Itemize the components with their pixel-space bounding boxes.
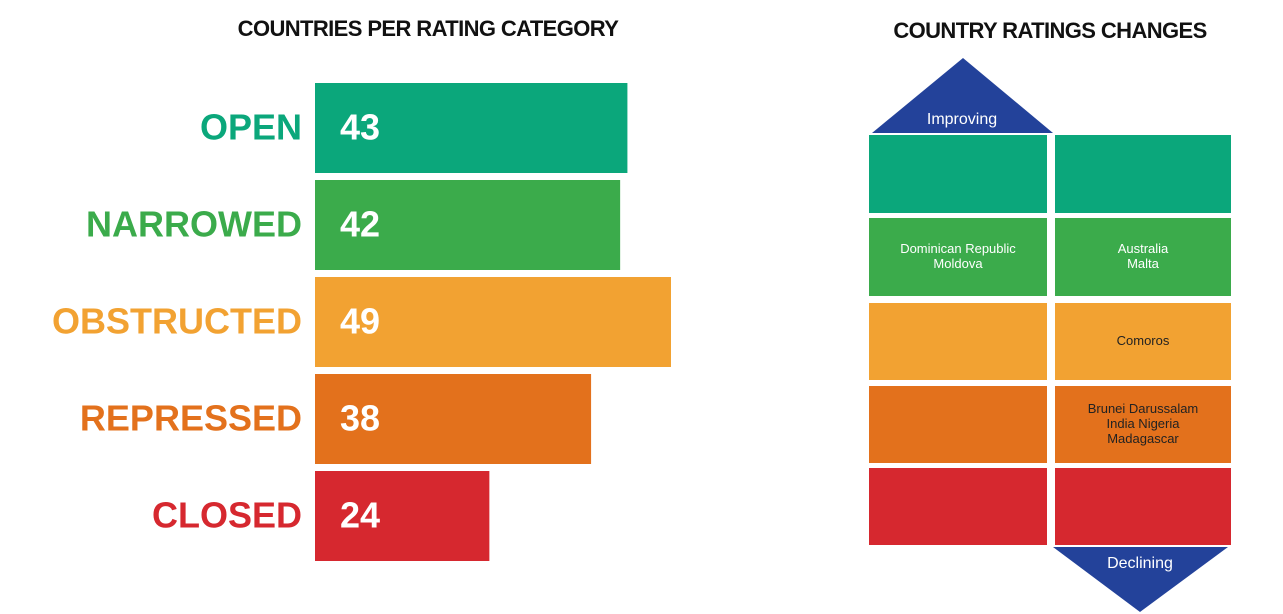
cell [1055, 386, 1231, 463]
bar [315, 277, 671, 367]
country-name: Madagascar [1107, 431, 1179, 446]
cell [1055, 468, 1231, 545]
country-name: Moldova [933, 256, 983, 271]
declining-arrow [1053, 547, 1228, 612]
bar [315, 180, 621, 270]
value-label: 42 [340, 204, 380, 245]
bar [315, 471, 490, 561]
country-name: Comoros [1117, 333, 1170, 348]
value-label: 43 [340, 107, 380, 148]
value-label: 49 [340, 301, 380, 342]
value-label: 24 [340, 495, 380, 536]
cell [1055, 218, 1231, 296]
country-name: Malta [1127, 256, 1160, 271]
cell [869, 386, 1047, 463]
bar [315, 374, 592, 464]
declining-label: Declining [1107, 555, 1173, 572]
category-label: CLOSED [152, 495, 302, 536]
category-label: NARROWED [86, 204, 302, 245]
bar [315, 83, 628, 173]
cell [869, 218, 1047, 296]
country-name: Dominican Republic [900, 241, 1016, 256]
diagram-title: COUNTRY RATINGS CHANGES [893, 18, 1206, 43]
country-name: Australia [1118, 241, 1169, 256]
country-name: India Nigeria [1107, 416, 1181, 431]
category-label: OPEN [200, 107, 302, 148]
category-label: REPRESSED [80, 398, 302, 439]
cell [1055, 303, 1231, 380]
improving-arrow [872, 58, 1053, 133]
chart-title: COUNTRIES PER RATING CATEGORY [238, 16, 620, 41]
country-name: Brunei Darussalam [1088, 401, 1199, 416]
cell [1055, 135, 1231, 213]
improving-label: Improving [927, 111, 997, 128]
value-label: 38 [340, 398, 380, 439]
cell [869, 303, 1047, 380]
cell [869, 135, 1047, 213]
category-label: OBSTRUCTED [52, 301, 302, 342]
cell [869, 468, 1047, 545]
